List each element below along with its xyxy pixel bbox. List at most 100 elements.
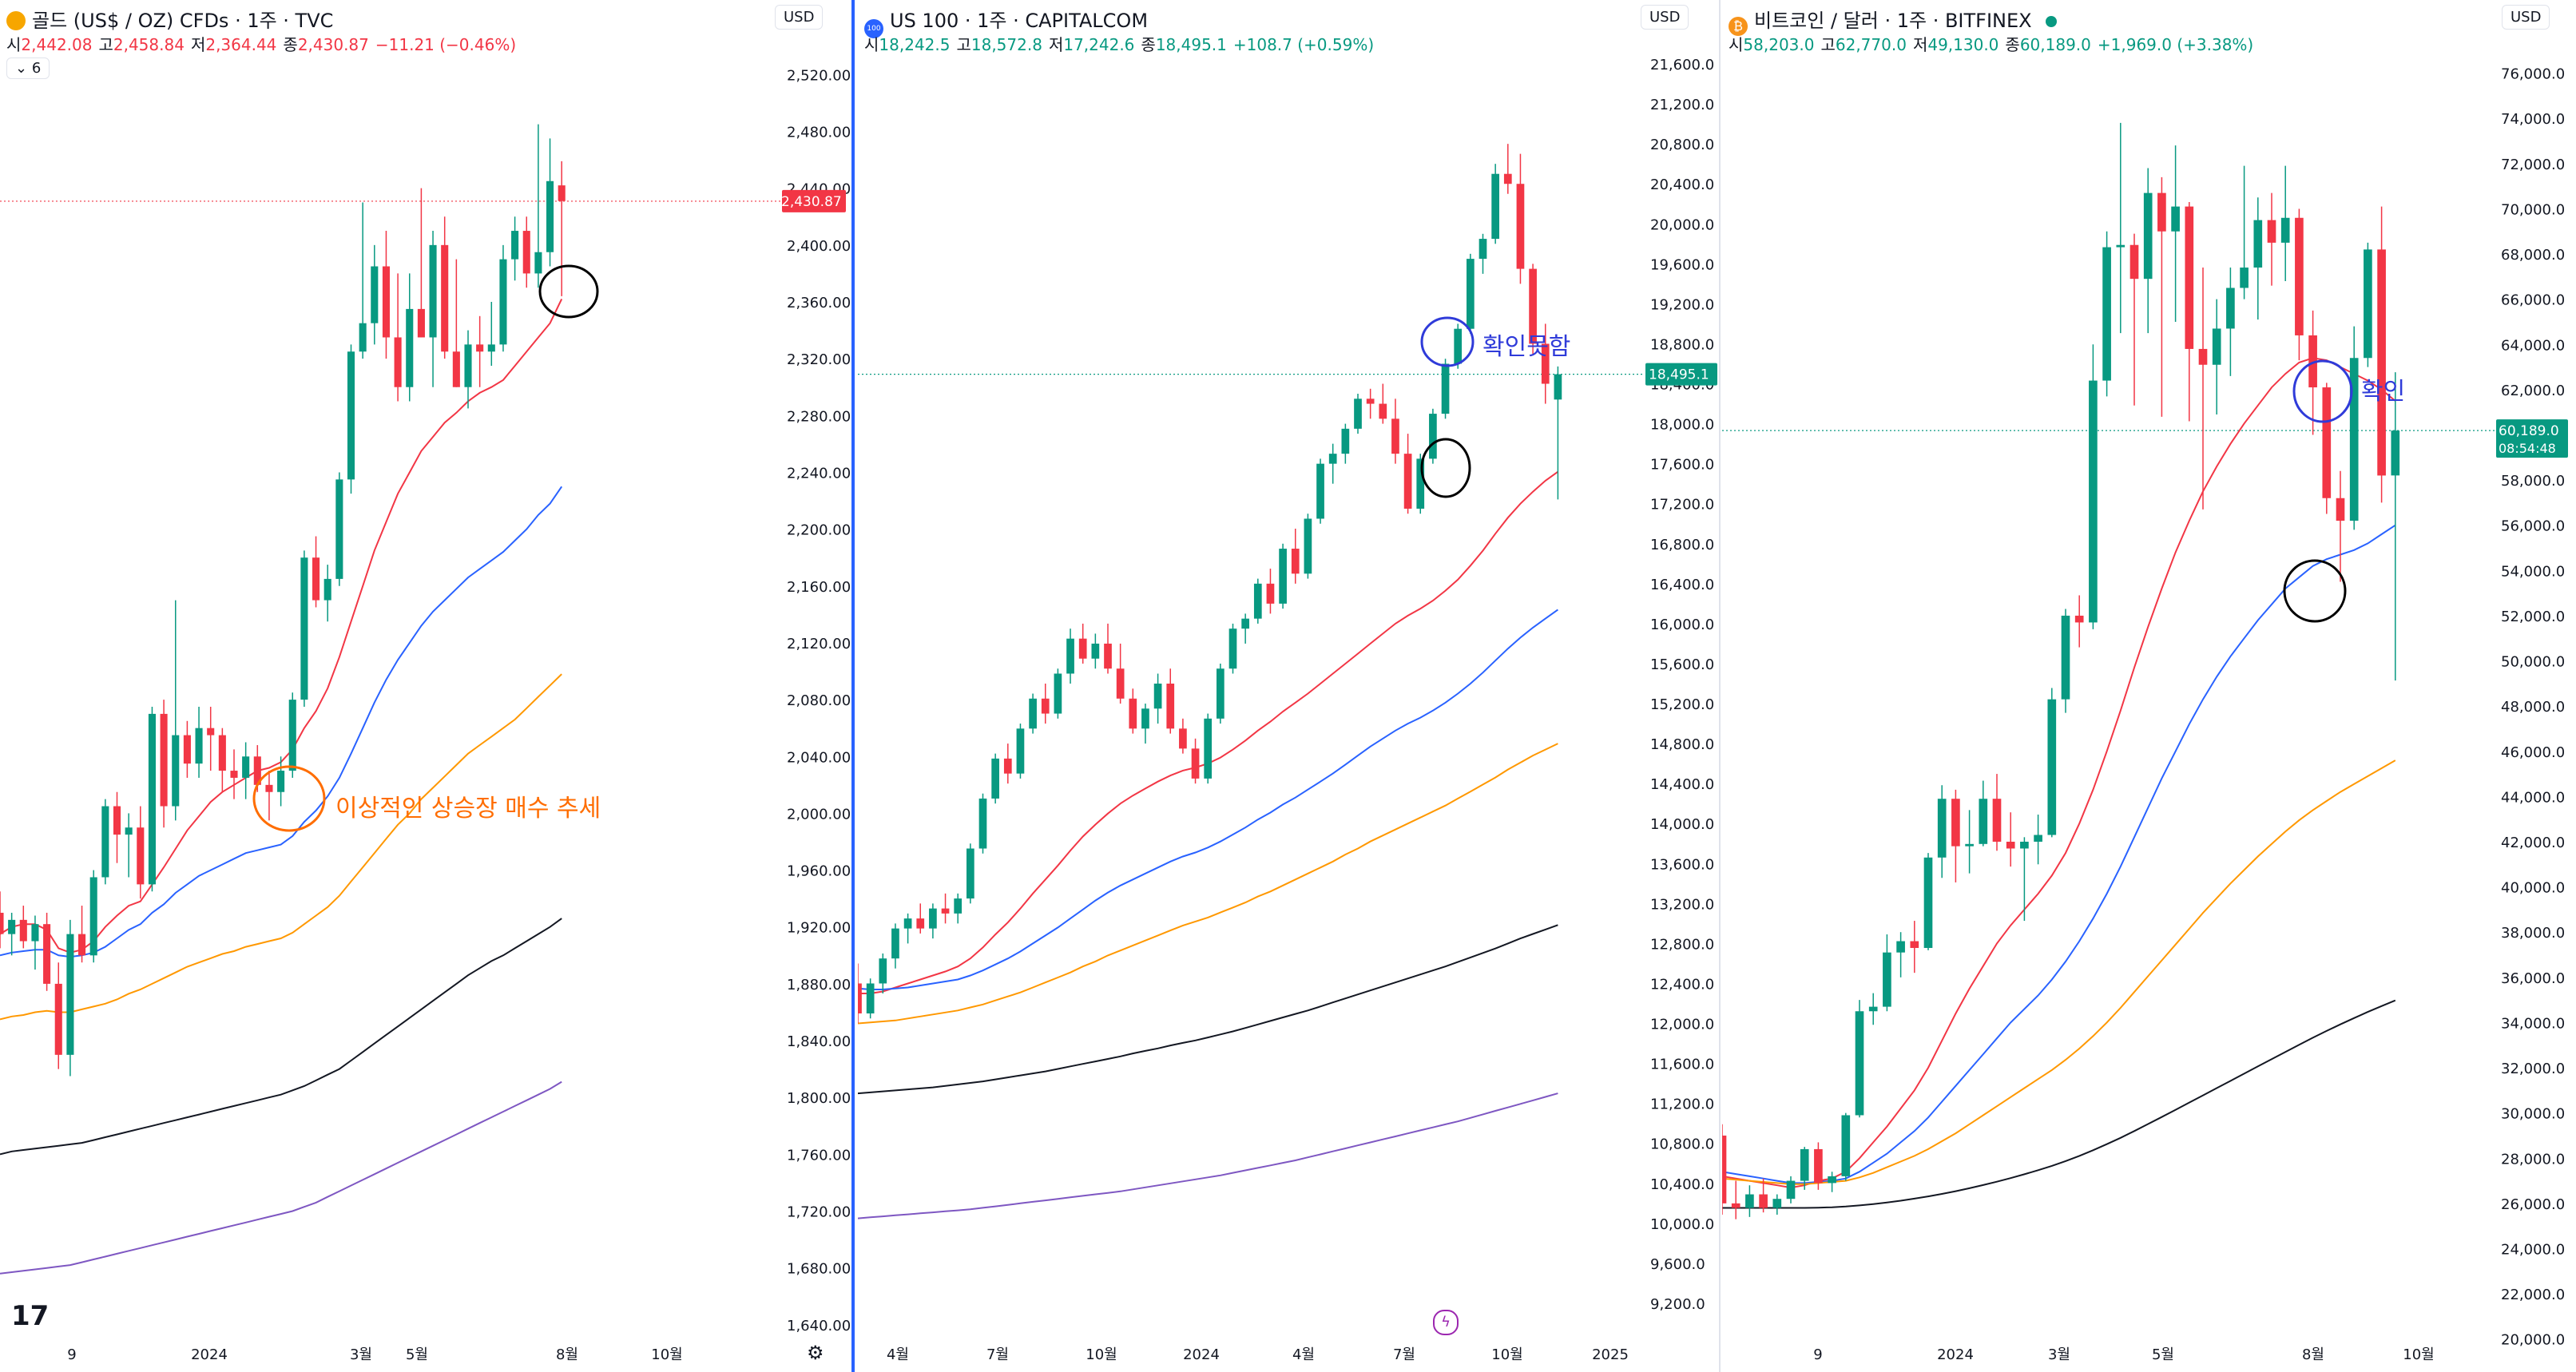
y-tick-label: 14,800.0 <box>1650 736 1714 753</box>
candle-body <box>2253 220 2263 268</box>
candle-body <box>242 756 250 778</box>
candle-body <box>1772 1199 1782 1208</box>
y-tick-label: 2,160.00 <box>787 579 851 596</box>
candle-body <box>183 735 191 764</box>
ohlc-value: +1,969.0 (+3.38%) <box>2097 35 2254 54</box>
moving-average-line <box>1722 524 2396 1184</box>
y-tick-label: 64,000.0 <box>2501 337 2565 354</box>
btc-chart-canvas[interactable]: 20,000.0 22,000.0 24,000.0 26,000.0 28,000.0… <box>1722 0 2576 1372</box>
y-tick-label: 2,200.00 <box>787 522 851 539</box>
candle-body <box>1896 941 1905 953</box>
y-tick-label: 16,800.0 <box>1650 537 1714 553</box>
x-tick-label: 2025 <box>1592 1346 1629 1363</box>
candle-body <box>89 877 97 956</box>
tradingview-logo[interactable]: 17 <box>11 1300 50 1332</box>
ohlc-value: 62,770.0 <box>1835 35 1907 54</box>
price-label-box <box>782 189 846 212</box>
ohlc-value: 18,242.5 <box>879 35 951 54</box>
gold-chart-canvas[interactable]: 1,640.00 1,680.00 1,720.00 1,760.00 1,800.00… <box>0 0 851 1372</box>
candle-body <box>1786 1180 1796 1200</box>
ohlc-value: 17,242.6 <box>1063 35 1135 54</box>
ohlc-value: 2,442.08 <box>21 35 93 54</box>
candle-body <box>19 919 27 942</box>
x-tick-label: 2024 <box>191 1346 228 1363</box>
y-tick-label: 40,000.0 <box>2501 880 2565 897</box>
gold-chart-title: 골드 (US$ / OZ) CFDs · 1주 · TVC <box>32 10 334 32</box>
bitcoin-icon: ₿ <box>1729 17 1748 36</box>
moving-average-line <box>1722 357 2396 1189</box>
btc-chart-pane[interactable]: 20,000.0 22,000.0 24,000.0 26,000.0 28,000.0… <box>1722 0 2576 1372</box>
candle-body <box>1091 643 1100 659</box>
candle-body <box>941 908 950 914</box>
y-tick-label: 12,000.0 <box>1650 1017 1714 1033</box>
gold-chart-header: 골드 (US$ / OZ) CFDs · 1주 · TVC <box>6 5 333 33</box>
y-tick-label: 2,120.00 <box>787 636 851 652</box>
y-tick-label: 1,640.00 <box>787 1318 851 1334</box>
candle-body <box>1316 463 1324 519</box>
candle-body <box>1979 799 1988 844</box>
nasdaq-ohlc-legend: 시18,242.5 고18,572.8 저17,242.6 종18,495.1 +108… <box>864 32 1380 55</box>
candle-body <box>1403 454 1412 509</box>
y-tick-label: 24,000.0 <box>2501 1241 2565 1258</box>
lightning-icon[interactable]: ϟ <box>1433 1310 1459 1335</box>
candle-body <box>1003 758 1012 774</box>
y-tick-label: 36,000.0 <box>2501 970 2565 987</box>
candle-body <box>394 337 402 387</box>
candle-body <box>1454 328 1463 364</box>
y-tick-label: 1,680.00 <box>787 1261 851 1278</box>
y-tick-label: 72,000.0 <box>2501 157 2565 173</box>
y-tick-label: 62,000.0 <box>2501 383 2565 399</box>
y-tick-label: 44,000.0 <box>2501 789 2565 806</box>
candle-body <box>1479 239 1487 260</box>
y-tick-label: 21,600.0 <box>1650 57 1714 73</box>
nasdaq-chart-pane[interactable]: 9,200.0 9,600.0 10,000.0 10,400.0 10,800.0 11… <box>858 0 1717 1372</box>
ohlc-key: 고 <box>98 35 113 54</box>
y-tick-label: 66,000.0 <box>2501 292 2565 309</box>
candle-body <box>558 185 566 201</box>
candle-body <box>1066 638 1074 674</box>
y-tick-label: 74,000.0 <box>2501 111 2565 128</box>
gold-indicators-count: 6 <box>31 60 42 77</box>
candle-body <box>54 983 62 1055</box>
gold-currency-select[interactable]: USD <box>775 5 824 30</box>
candle-body <box>1937 799 1947 858</box>
nasdaq-chart-canvas[interactable]: 9,200.0 9,600.0 10,000.0 10,400.0 10,800.0 11… <box>858 0 1717 1372</box>
gold-chart-pane[interactable]: 1,640.00 1,680.00 1,720.00 1,760.00 1,800.00… <box>0 0 851 1372</box>
candle-body <box>312 557 320 601</box>
y-tick-label: 2,240.00 <box>787 465 851 482</box>
candle-body <box>1841 1115 1851 1176</box>
candle-body <box>1883 952 1891 1007</box>
blue-highlight-circle <box>1420 316 1475 367</box>
nasdaq-currency-select[interactable]: USD <box>1641 5 1689 30</box>
gear-icon[interactable]: ⚙ <box>807 1342 824 1364</box>
candle-body <box>113 806 121 835</box>
y-tick-label: 2,360.00 <box>787 295 851 311</box>
candle-body <box>1429 414 1437 459</box>
candle-body <box>2185 206 2194 349</box>
y-tick-label: 10,800.0 <box>1650 1136 1714 1153</box>
y-tick-label: 14,000.0 <box>1650 816 1714 833</box>
candle-body <box>406 308 414 387</box>
y-tick-label: 2,040.00 <box>787 749 851 766</box>
candle-body <box>160 713 168 807</box>
candle-body <box>148 713 156 885</box>
moving-average-line <box>0 1081 562 1275</box>
ohlc-value: 2,430.87 <box>297 35 369 54</box>
candle-body <box>1965 843 1974 847</box>
candle-body <box>1328 454 1337 464</box>
ohlc-value: −11.21 (−0.46%) <box>375 35 517 54</box>
btc-annotation: 확인 <box>2361 378 2405 406</box>
x-tick-label: 10월 <box>2403 1346 2434 1363</box>
btc-currency-select[interactable]: USD <box>2502 5 2550 30</box>
y-tick-label: 11,600.0 <box>1650 1057 1714 1073</box>
moving-average-line <box>0 486 563 958</box>
btc-currency-label: USD <box>2511 9 2542 26</box>
candle-body <box>2171 206 2180 232</box>
x-tick-label: 10월 <box>651 1346 682 1363</box>
gold-indicators-toggle[interactable]: ⌄ 6 <box>6 57 50 79</box>
y-tick-label: 48,000.0 <box>2501 699 2565 716</box>
candle-body <box>2102 247 2111 381</box>
y-tick-label: 34,000.0 <box>2501 1015 2565 1032</box>
candle-body <box>2047 699 2057 835</box>
candle-body <box>2377 249 2386 476</box>
